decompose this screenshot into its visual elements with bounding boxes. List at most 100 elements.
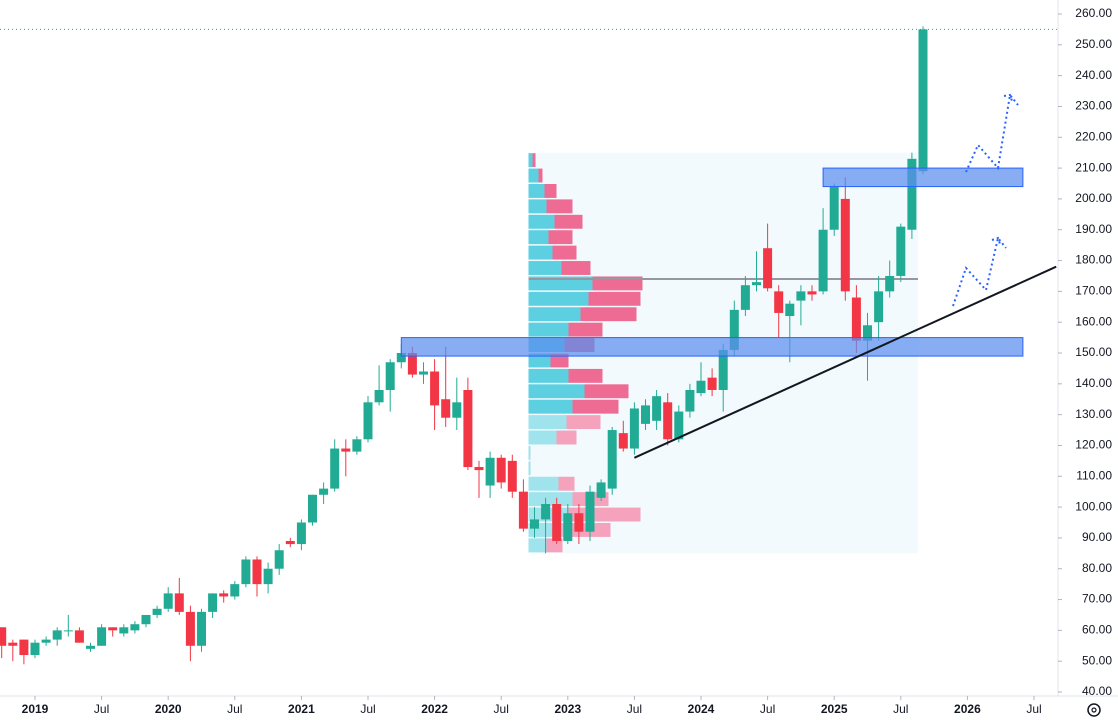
candle-body: [874, 291, 884, 323]
plot-area: [0, 26, 1058, 665]
candle-body: [829, 186, 839, 230]
profile-sell-bar: [544, 184, 557, 198]
candle-body: [163, 593, 173, 609]
candle-body: [652, 396, 662, 421]
projection-arrow: [965, 92, 1019, 173]
candle-body: [896, 226, 906, 276]
candle-body: [385, 362, 395, 390]
candle-body: [641, 405, 650, 424]
candle-body: [330, 448, 340, 489]
candle-body: [219, 593, 229, 597]
profile-buy-bar: [528, 445, 531, 460]
candle-body: [618, 433, 628, 449]
y-tick-label: 170.00: [1075, 284, 1112, 298]
x-tick-label: Jul: [94, 702, 109, 716]
profile-buy-bar: [528, 353, 551, 368]
x-tick-label: Jul: [627, 702, 642, 716]
profile-sell-bar: [550, 353, 569, 368]
candle-body: [740, 285, 750, 310]
candle-body: [885, 275, 895, 292]
x-tick-label: Jul: [1026, 702, 1041, 716]
settings-gear[interactable]: [1087, 703, 1101, 717]
candle-body: [41, 639, 51, 643]
profile-sell-bar: [568, 368, 603, 383]
candle-body: [274, 550, 284, 569]
candle-body: [319, 488, 329, 495]
y-tick-label: 130.00: [1075, 407, 1112, 421]
candle-body: [541, 504, 551, 520]
y-tick-label: 40.00: [1082, 684, 1112, 698]
candle-body: [663, 402, 673, 440]
profile-buy-bar: [528, 153, 533, 168]
candle-body: [396, 353, 406, 363]
profile-buy-bar: [528, 307, 581, 322]
candle-body: [563, 513, 573, 541]
candle-body: [774, 291, 784, 313]
zone: [822, 167, 1024, 188]
profile-buy-bar: [528, 461, 531, 476]
profile-sell-bar: [552, 245, 577, 260]
candle-body: [252, 559, 262, 585]
candle-body: [208, 593, 218, 612]
y-tick-label: 210.00: [1075, 160, 1112, 174]
profile-sell-bar: [572, 399, 619, 414]
y-tick-label: 120.00: [1075, 438, 1112, 452]
profile-buy-bar: [528, 291, 589, 306]
x-tick-label: 2024: [688, 702, 715, 716]
profile-buy-bar: [528, 261, 562, 275]
candle-body: [707, 377, 717, 390]
y-tick-label: 200.00: [1075, 191, 1112, 205]
profile-sell-bar: [546, 538, 563, 553]
x-tick-label: Jul: [227, 702, 242, 716]
candle-body: [552, 504, 562, 541]
y-tick-label: 230.00: [1075, 99, 1112, 113]
y-tick-label: 260.00: [1075, 6, 1112, 20]
candle-body: [851, 297, 861, 341]
candle-body: [285, 540, 295, 545]
x-tick-label: Jul: [360, 702, 375, 716]
y-tick-label: 50.00: [1082, 653, 1112, 667]
settings-icon[interactable]: [1087, 703, 1101, 717]
candle-body: [918, 29, 928, 172]
candle-body: [607, 430, 617, 489]
profile-buy-bar: [528, 538, 547, 553]
x-tick-label: 2021: [288, 702, 315, 716]
candle-body: [763, 248, 773, 289]
profile-buy-bar: [528, 492, 573, 507]
candle-body: [108, 627, 118, 631]
candle-body: [19, 639, 29, 656]
candle-body: [308, 494, 317, 523]
profile-buy-bar: [528, 368, 569, 383]
candle-body: [807, 291, 817, 295]
candle-body: [796, 291, 806, 301]
candle-body: [8, 642, 18, 646]
x-tick-label: 2025: [821, 702, 848, 716]
y-tick-label: 110.00: [1076, 468, 1112, 482]
candle-body: [441, 399, 451, 418]
y-tick-label: 220.00: [1075, 129, 1112, 143]
x-tick-label: Jul: [893, 702, 908, 716]
y-tick-label: 160.00: [1075, 314, 1112, 328]
profile-buy-bar: [528, 168, 539, 183]
overlay: [952, 92, 1019, 307]
candle-body: [74, 630, 84, 643]
profile-sell-bar: [548, 230, 573, 245]
candle-body: [141, 614, 151, 625]
profile-buy-bar: [528, 214, 555, 229]
profile-sell-bar: [561, 261, 591, 275]
candle-body: [63, 630, 73, 632]
candle-body: [241, 559, 251, 585]
profile-buy-bar: [528, 384, 585, 399]
candle-body: [718, 349, 728, 390]
profile-buy-bar: [528, 430, 557, 445]
profile-buy-bar: [528, 184, 545, 198]
candle-body: [674, 411, 684, 440]
candle-body: [86, 645, 95, 649]
y-tick-label: 250.00: [1075, 37, 1112, 51]
candle-body: [863, 325, 872, 341]
arrow-head: [1003, 93, 1013, 102]
y-tick-label: 60.00: [1082, 623, 1112, 637]
zone: [400, 337, 1024, 357]
candle-body: [352, 439, 362, 452]
y-tick-label: 70.00: [1082, 592, 1112, 606]
